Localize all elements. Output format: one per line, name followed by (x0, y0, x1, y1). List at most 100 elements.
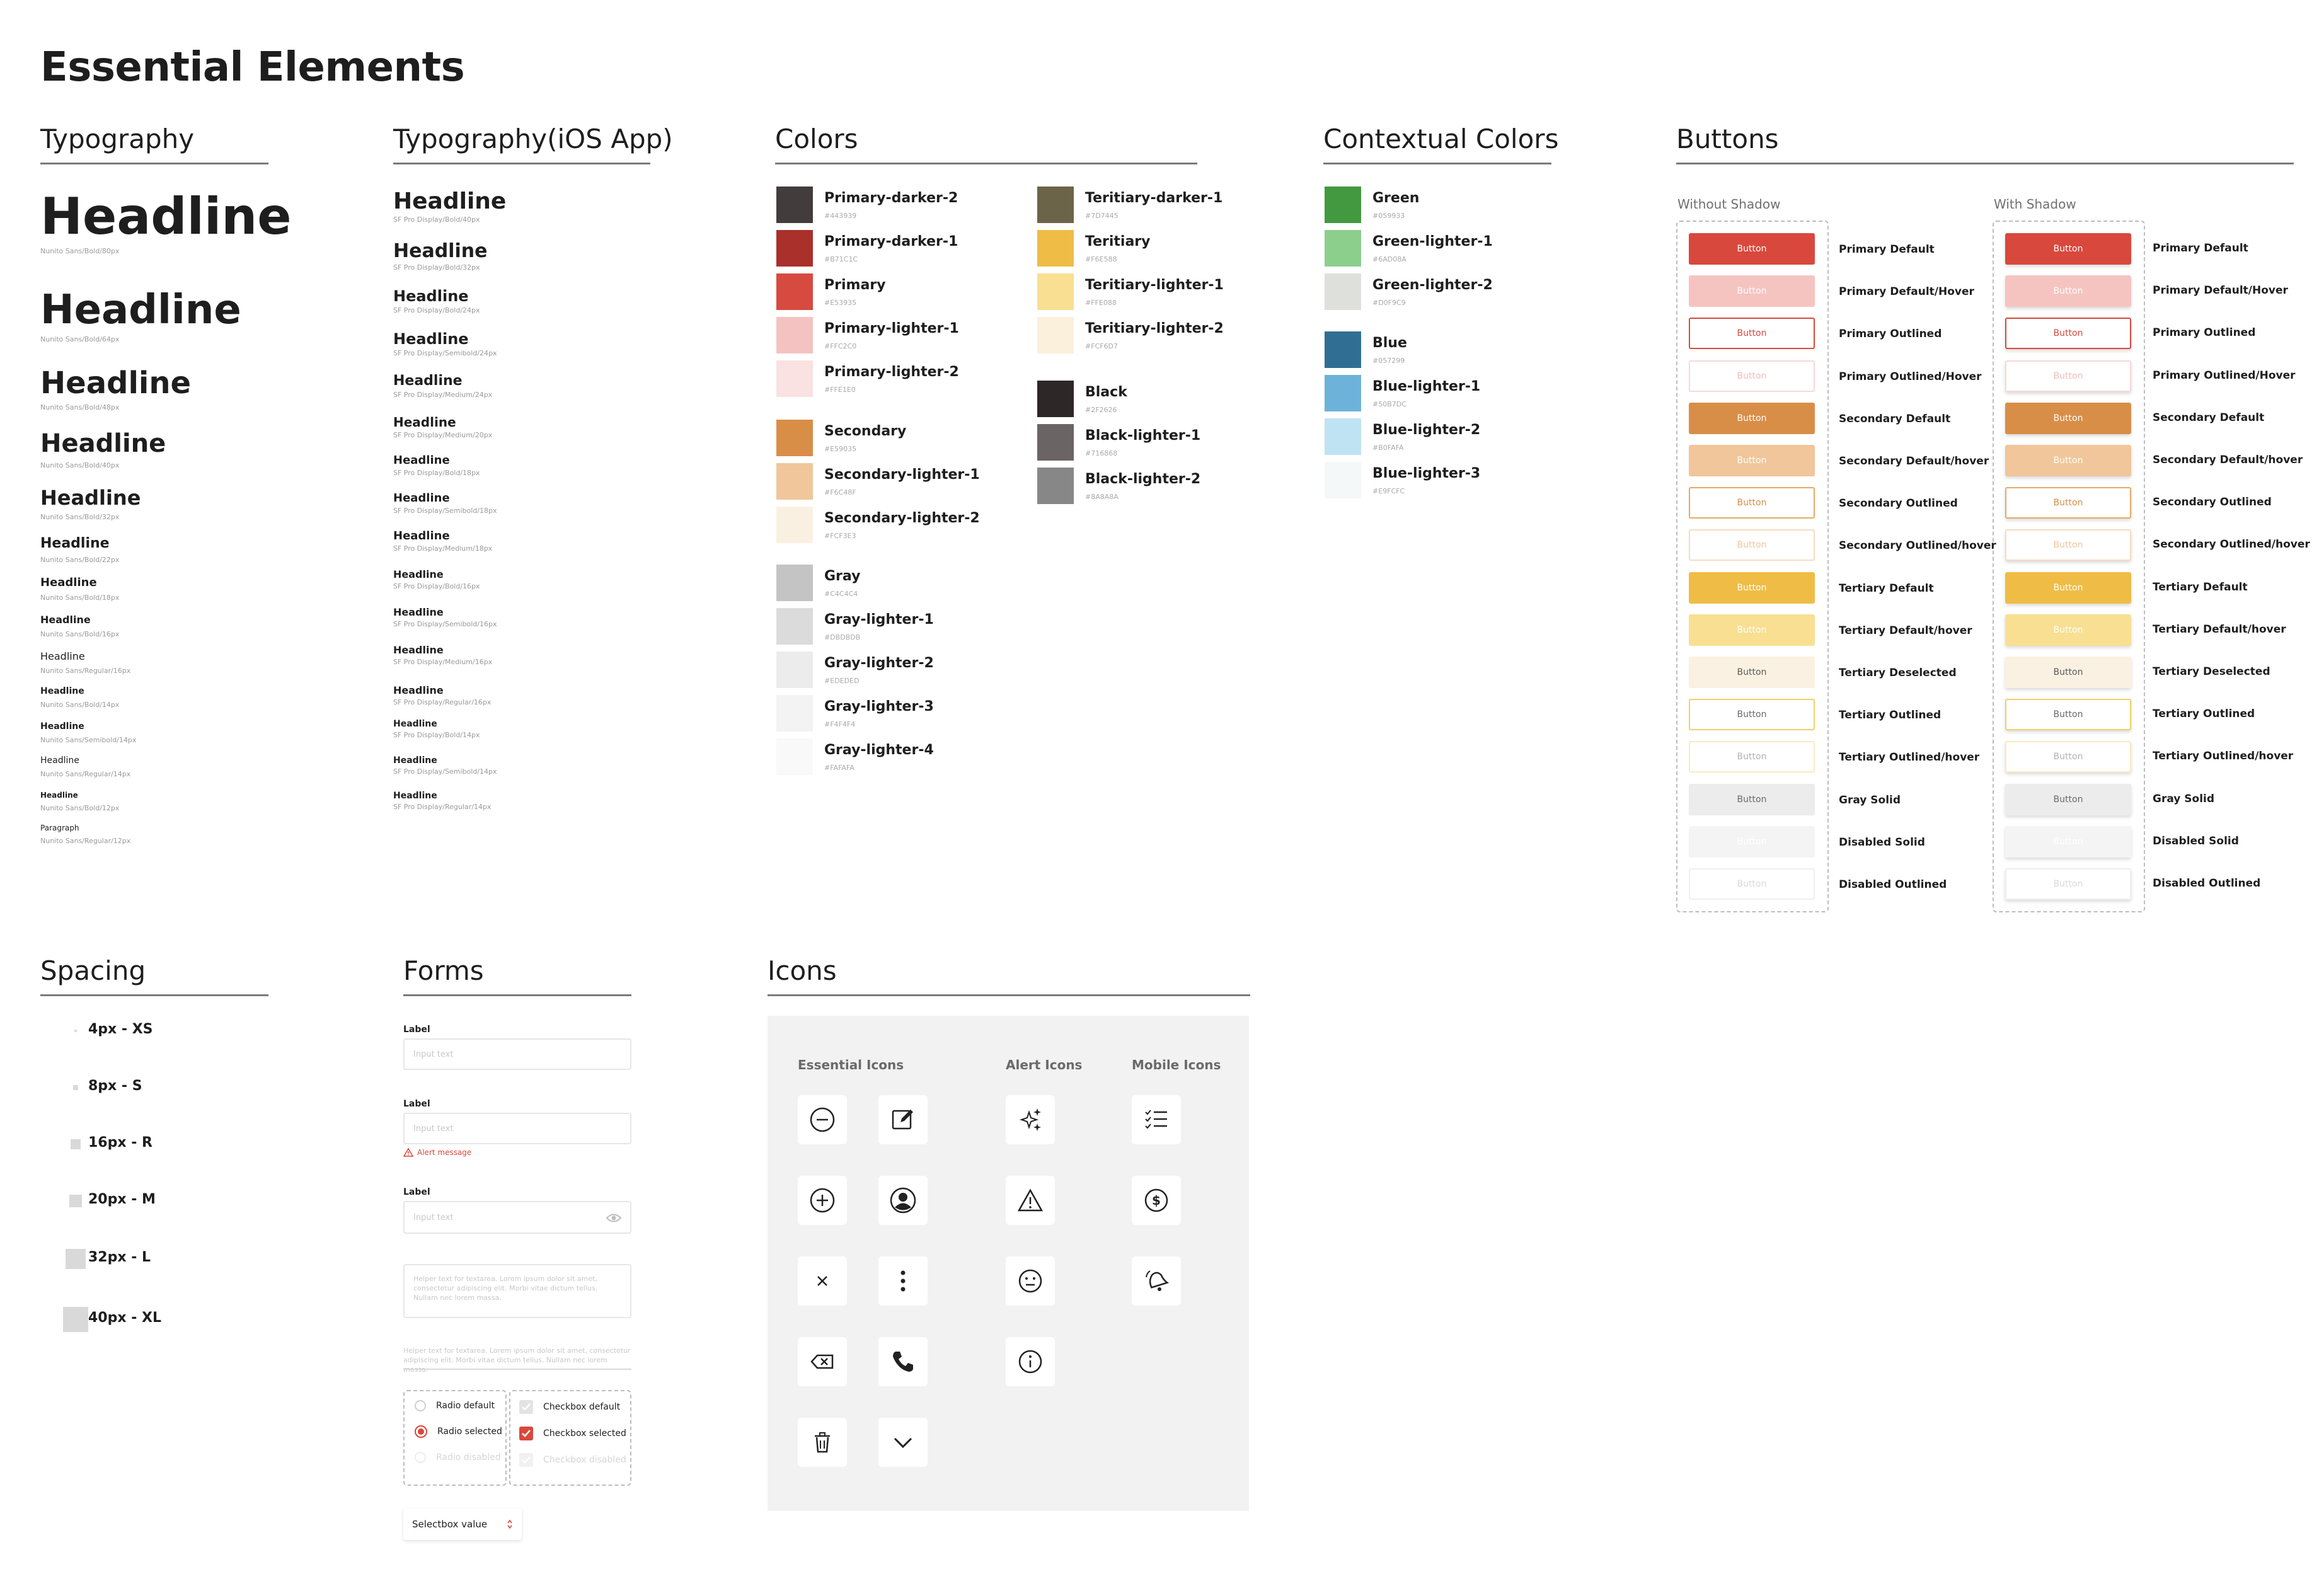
button-sample[interactable]: Button (1689, 572, 1815, 604)
button-state-label: Primary Outlined/Hover (2153, 369, 2296, 382)
phone-icon[interactable] (878, 1337, 928, 1386)
button-sample[interactable]: Button (1689, 360, 1815, 392)
field-label: Label (403, 1025, 430, 1035)
radio-group (403, 1390, 507, 1486)
user-circle-icon[interactable] (878, 1176, 928, 1225)
button-sample[interactable]: Button (1689, 699, 1815, 731)
typography-ios-sample: Headline (393, 415, 456, 430)
color-name: Green-lighter-2 (1372, 277, 1493, 293)
color-hex: #FAFAFA (824, 764, 854, 772)
minus-circle-icon[interactable] (798, 1095, 847, 1144)
textarea-helper: Helper text for textarea. Lorem ipsum do… (413, 1275, 598, 1302)
typography-ios-spec: SF Pro Display/Medium/16px (393, 658, 493, 666)
typography-ios-sample: Headline (393, 491, 450, 505)
button-sample[interactable]: Button (1689, 318, 1815, 350)
button-state-label: Disabled Solid (1839, 836, 1925, 849)
trash-icon[interactable] (798, 1418, 847, 1467)
eye-icon[interactable] (606, 1213, 621, 1223)
spacing-label: 4px - XS (88, 1021, 153, 1037)
plus-circle-icon[interactable] (798, 1176, 847, 1225)
button-sample-shadow[interactable]: Button (2005, 657, 2131, 688)
button-sample-shadow[interactable]: Button (2005, 318, 2131, 350)
button-sample[interactable]: Button (1689, 657, 1815, 688)
spacing-label: 8px - S (88, 1078, 142, 1094)
radio-circle[interactable] (415, 1400, 426, 1411)
button-sample[interactable]: Button (1689, 529, 1815, 561)
checkbox-disabled: Checkbox disabled (519, 1453, 626, 1467)
color-swatch (776, 565, 813, 601)
color-hex: #FFE088 (1085, 299, 1117, 307)
backspace-icon[interactable] (798, 1337, 847, 1386)
chevron-down-icon[interactable] (878, 1418, 928, 1467)
password-input[interactable]: Input text (403, 1201, 631, 1234)
button-sample-shadow[interactable]: Button (2005, 487, 2131, 519)
color-swatch (1325, 187, 1361, 223)
color-hex: #716868 (1085, 449, 1118, 457)
radio-circle[interactable] (415, 1425, 427, 1438)
checkbox-selected[interactable]: Checkbox selected (519, 1427, 626, 1440)
button-sample[interactable]: Button (1689, 868, 1815, 900)
edit-icon[interactable] (878, 1095, 928, 1144)
bell-icon[interactable] (1132, 1256, 1181, 1306)
button-sample[interactable]: Button (1689, 487, 1815, 519)
checkbox-box[interactable] (519, 1427, 533, 1440)
typography-ios-spec: SF Pro Display/Semibold/18px (393, 507, 497, 515)
button-sample-shadow[interactable]: Button (2005, 445, 2131, 476)
color-hex: #FCF3E3 (824, 532, 856, 540)
typography-sample: Headline (40, 365, 192, 401)
info-icon[interactable] (1006, 1337, 1055, 1386)
close-icon[interactable] (798, 1256, 847, 1306)
button-sample-shadow[interactable]: Button (2005, 572, 2131, 604)
radio-selected[interactable]: Radio selected (415, 1425, 502, 1438)
button-sample-shadow[interactable]: Button (2005, 233, 2131, 265)
button-sample[interactable]: Button (1689, 614, 1815, 646)
spacing-swatch (71, 1139, 81, 1149)
typography-ios-spec: SF Pro Display/Semibold/16px (393, 620, 497, 628)
button-sample[interactable]: Button (1689, 825, 1815, 858)
warning-icon[interactable] (1006, 1176, 1055, 1225)
button-sample-shadow[interactable]: Button (2005, 825, 2131, 858)
button-state-label: Primary Outlined/Hover (1839, 370, 1982, 383)
button-state-label: Gray Solid (2153, 792, 2215, 805)
text-input[interactable]: Input text (403, 1038, 631, 1070)
textarea[interactable]: Helper text for textarea. Lorem ipsum do… (403, 1264, 631, 1318)
button-sample[interactable]: Button (1689, 445, 1815, 476)
more-vertical-icon[interactable] (878, 1256, 928, 1306)
color-hex: #F6E588 (1085, 255, 1117, 263)
divider (403, 994, 631, 996)
button-sample-shadow[interactable]: Button (2005, 699, 2131, 731)
color-name: Secondary-lighter-1 (824, 467, 980, 483)
typography-ios-sample: Headline (393, 755, 437, 766)
button-sample[interactable]: Button (1689, 275, 1815, 307)
button-sample-shadow[interactable]: Button (2005, 783, 2131, 815)
button-state-label: Primary Default/Hover (1839, 285, 1974, 299)
checkbox-box[interactable] (519, 1400, 533, 1414)
checklist-icon[interactable] (1132, 1095, 1181, 1144)
button-sample[interactable]: Button (1689, 233, 1815, 265)
color-swatch (776, 230, 813, 267)
button-sample-shadow[interactable]: Button (2005, 275, 2131, 307)
button-sample-shadow[interactable]: Button (2005, 614, 2131, 646)
color-name: Teritiary-darker-1 (1085, 190, 1223, 206)
underline-input[interactable] (403, 1369, 631, 1370)
button-sample-shadow[interactable]: Button (2005, 741, 2131, 773)
button-state-label: Gray Solid (1839, 793, 1901, 807)
neutral-face-icon[interactable] (1006, 1256, 1055, 1306)
button-sample[interactable]: Button (1689, 783, 1815, 815)
text-input-error[interactable]: Input text (403, 1113, 631, 1144)
button-sample-shadow[interactable]: Button (2005, 529, 2131, 561)
button-sample[interactable]: Button (1689, 402, 1815, 434)
checkbox-default[interactable]: Checkbox default (519, 1400, 620, 1414)
dollar-circle-icon[interactable]: $ (1132, 1176, 1181, 1225)
radio-default[interactable]: Radio default (415, 1400, 495, 1411)
colors-heading: Colors (775, 124, 858, 154)
typography-spec: Nunito Sans/Bold/48px (40, 403, 120, 411)
button-state-label: Primary Default/Hover (2153, 284, 2288, 297)
sparkle-icon[interactable] (1006, 1095, 1055, 1144)
button-sample-shadow[interactable]: Button (2005, 360, 2131, 392)
select-box[interactable]: Selectbox value (403, 1508, 522, 1540)
button-sample-shadow[interactable]: Button (2005, 402, 2131, 434)
button-sample[interactable]: Button (1689, 741, 1815, 773)
button-sample-shadow[interactable]: Button (2005, 868, 2131, 900)
button-state-label: Tertiary Outlined (2153, 708, 2255, 721)
